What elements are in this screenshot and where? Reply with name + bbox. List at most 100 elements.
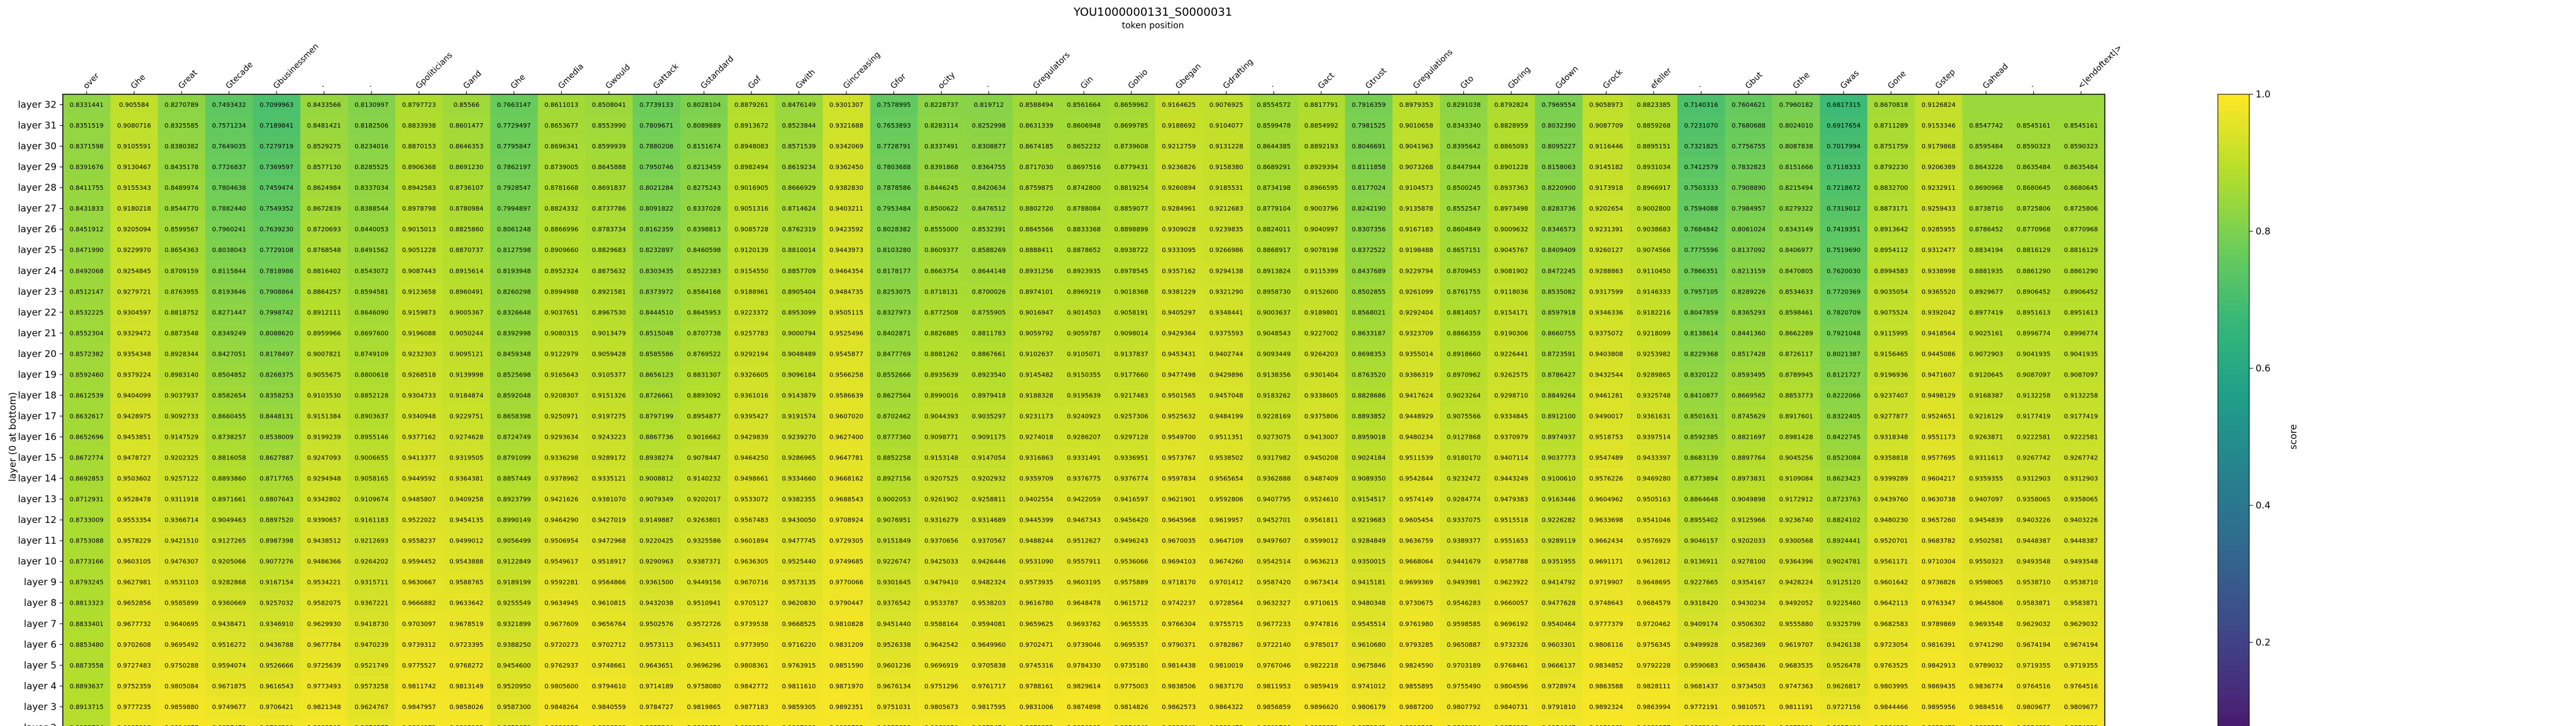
cell-value: 0.9461281 [1589, 392, 1623, 399]
cell-value: 0.8182506 [354, 123, 388, 129]
cell-value: 0.9292194 [734, 351, 768, 358]
cell-value: 0.9188328 [1019, 392, 1053, 399]
colorbar-segment [2218, 671, 2249, 677]
cell-value: 0.8897764 [1732, 455, 1766, 462]
colorbar-segment [2218, 237, 2249, 243]
cell-value: 0.8816402 [307, 268, 341, 275]
cell-value: 0.8158063 [1542, 164, 1576, 171]
cell-value: 0.9806179 [1351, 704, 1385, 711]
cell-value: 0.8834194 [1969, 247, 2003, 254]
cell-value: 0.9154517 [1351, 497, 1385, 503]
cell-value: 0.8492068 [70, 268, 104, 275]
cell-value: 0.9601642 [1874, 580, 1908, 586]
cell-value: 0.8021284 [640, 185, 674, 192]
cell-value: 0.8990149 [497, 517, 531, 524]
cell-value: 0.9087709 [1589, 123, 1623, 129]
cell-value: 0.9154550 [734, 268, 768, 275]
cell-value: 0.7916359 [1351, 102, 1385, 109]
cell-value: 0.7319012 [1826, 206, 1860, 212]
colorbar-segment [2218, 117, 2249, 123]
heatmap-cell [205, 136, 253, 157]
heatmap-cell [965, 136, 1013, 157]
colorbar-segment [2218, 465, 2249, 471]
cell-value: 0.9177419 [2017, 413, 2051, 420]
x-tick-labels: over Ghe Great Gtecade Gbusinessmen· · Gpoliti… [82, 42, 2124, 94]
cell-value: 0.8994583 [1874, 268, 1908, 275]
cell-value: 0.8501631 [1684, 413, 1718, 420]
cell-value: 0.8959018 [1351, 434, 1385, 441]
cell-value: 0.8792824 [1494, 102, 1528, 109]
y-tick-label: layer 14 [18, 473, 57, 484]
heatmap-cell [347, 94, 396, 116]
cell-value: 0.9619707 [1779, 642, 1813, 649]
cell-value: 0.9829614 [1067, 683, 1101, 690]
heatmap-cell [1012, 219, 1061, 240]
heatmap-cell [490, 219, 538, 240]
heatmap-cell [1582, 219, 1630, 240]
heatmap-cell [1250, 115, 1298, 136]
cell-value: 0.9058973 [1589, 102, 1623, 109]
cell-value: 0.9871970 [829, 683, 863, 690]
cell-value: 0.9016662 [687, 434, 721, 441]
heatmap-cell [1535, 219, 1583, 240]
heatmap-cell [1914, 157, 1963, 178]
cell-value: 0.9681437 [1684, 683, 1718, 690]
colorbar-segment [2218, 163, 2249, 169]
cell-value: 0.9453431 [1162, 351, 1196, 358]
cell-value: 0.9326605 [734, 371, 768, 378]
cell-value: 0.9599012 [1304, 538, 1338, 545]
heatmap-cell [728, 115, 776, 136]
heatmap-cell [1867, 198, 1916, 219]
cell-value: 0.7984957 [1732, 206, 1766, 212]
x-tick-label: <|endoftext|> [2076, 43, 2124, 91]
cell-value: 0.8818752 [165, 309, 199, 316]
cell-value: 0.9476307 [165, 559, 199, 566]
cell-value: 0.9428975 [117, 413, 151, 420]
cell-value: 0.9312477 [1921, 247, 1955, 254]
cell-value: 0.9226282 [1542, 517, 1576, 524]
cell-value: 0.9755715 [1209, 621, 1243, 628]
heatmap-cell [1962, 239, 2011, 261]
cell-value: 0.9445086 [1921, 351, 1955, 358]
cell-value: 0.9122849 [497, 559, 531, 566]
cell-value: 0.8331441 [70, 102, 104, 109]
cell-value: 0.8177024 [1351, 185, 1385, 192]
heatmap-cell [158, 260, 206, 282]
cell-value: 0.9165643 [545, 371, 579, 378]
colorbar-segment [2218, 294, 2249, 300]
cell-value: 0.8811783 [972, 330, 1006, 337]
cell-value: 0.9323709 [1399, 330, 1433, 337]
cell-value: 0.9258811 [972, 497, 1006, 503]
colorbar-segment [2218, 722, 2249, 726]
cell-value: 0.8271447 [212, 309, 246, 316]
cell-value: 0.8213159 [1732, 268, 1766, 275]
cell-value: 0.819712 [974, 102, 1004, 109]
cell-value: 0.9202325 [165, 455, 199, 462]
cell-value: 0.8977419 [1969, 309, 2003, 316]
cell-value: 0.9151384 [307, 413, 341, 420]
cell-value: 0.9655535 [1115, 621, 1149, 628]
cell-value: 0.9259433 [1921, 206, 1955, 212]
cell-value: 0.9179868 [1921, 143, 1955, 150]
y-tick-label: layer 4 [24, 680, 57, 691]
cell-value: 0.8749109 [354, 351, 388, 358]
cell-value: 0.8828959 [1494, 123, 1528, 129]
cell-value: 0.9293634 [545, 434, 579, 441]
cell-value: 0.9819865 [687, 704, 721, 711]
cell-value: 0.9762937 [545, 663, 579, 669]
cell-value: 0.9652856 [117, 600, 151, 607]
y-tick-label: layer 26 [18, 224, 57, 235]
cell-value: 0.9038683 [1637, 226, 1671, 233]
cell-value: 0.8745629 [1732, 413, 1766, 420]
x-tick-label: Gohio [1127, 67, 1150, 91]
cell-value: 0.8512147 [70, 289, 104, 295]
cell-value: 0.9392042 [1921, 309, 1955, 316]
cell-value: 0.9075566 [1447, 413, 1481, 420]
cell-value: 0.9610815 [592, 600, 626, 607]
heatmap-cell [632, 94, 681, 116]
heatmap-cell [1060, 115, 1108, 136]
cell-value: 0.9189199 [497, 580, 531, 586]
cell-value: 0.9378962 [545, 476, 579, 483]
cell-value: 0.9767046 [1257, 663, 1291, 669]
cell-value: 0.9370656 [924, 538, 958, 545]
